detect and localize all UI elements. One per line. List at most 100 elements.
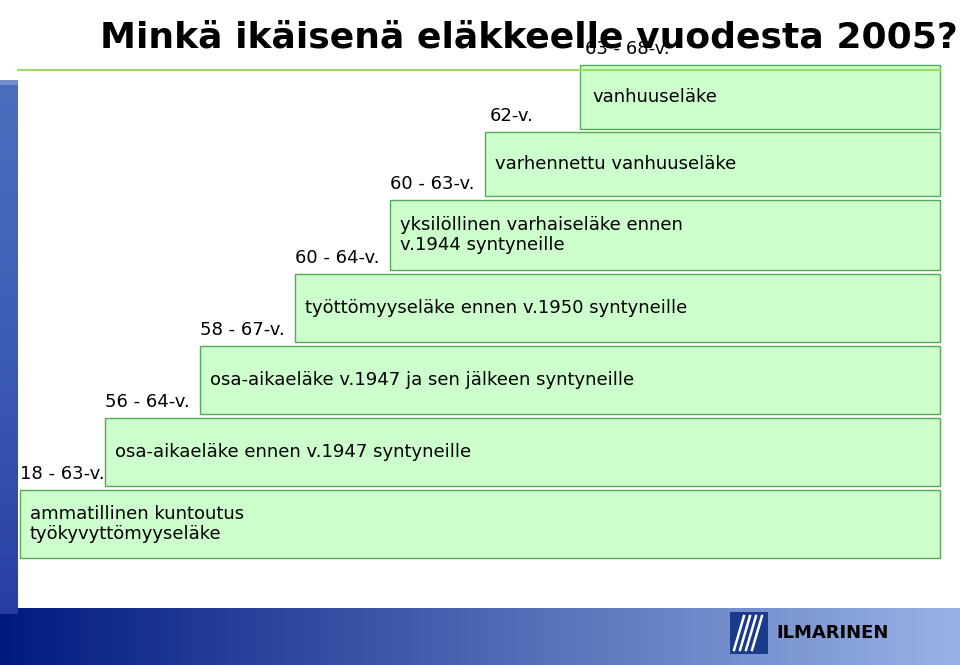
Bar [0,502,18,509]
Bar [77,608,83,665]
Bar [240,608,246,665]
Bar [0,259,18,265]
Bar [307,608,313,665]
Bar [773,608,779,665]
Text: 63 - 68-v.: 63 - 68-v. [585,40,670,58]
Bar [845,608,851,665]
Bar [0,186,18,192]
Bar [0,207,18,213]
Bar [0,302,18,308]
Bar [43,608,49,665]
Bar [0,138,18,144]
Bar [883,608,889,665]
Text: ILMARINEN: ILMARINEN [776,624,888,642]
Bar [0,291,18,297]
Bar [614,608,620,665]
Bar [0,338,18,344]
Bar [0,418,18,423]
Bar [173,608,179,665]
Bar [715,608,721,665]
Text: yksilöllinen varhaiseläke ennen
v.1944 syntyneille: yksilöllinen varhaiseläke ennen v.1944 s… [400,215,683,255]
Bar [734,608,740,665]
Bar [907,608,913,665]
Bar [0,90,18,96]
Bar [0,133,18,138]
Bar [379,608,385,665]
Bar [0,286,18,292]
Bar [0,450,18,456]
Bar [295,274,940,342]
Bar [0,144,18,150]
Bar [480,608,486,665]
Bar [470,608,476,665]
Bar [437,608,443,665]
Bar [0,128,18,133]
Bar [0,365,18,370]
Bar [778,608,783,665]
Bar [29,608,35,665]
Bar [0,497,18,502]
Bar [0,249,18,255]
Bar [0,323,18,328]
Bar [955,608,960,665]
Bar [586,608,591,665]
Bar [322,608,327,665]
Bar [326,608,332,665]
Bar [730,612,768,654]
Bar [115,608,121,665]
Bar [0,497,18,503]
Bar [0,307,18,313]
Bar [394,608,399,665]
Bar [931,608,937,665]
Bar [490,608,495,665]
Bar [0,381,18,386]
Bar [0,207,18,212]
Bar [0,328,18,334]
Bar [696,608,702,665]
Bar [0,344,18,350]
Bar [0,577,18,582]
Bar [0,608,18,614]
Text: osa-aikaeläke ennen v.1947 syntyneille: osa-aikaeläke ennen v.1947 syntyneille [115,443,471,461]
Bar [0,545,18,551]
Bar [547,608,553,665]
Bar [432,608,438,665]
Bar [48,608,54,665]
Bar [528,608,534,665]
Bar [298,608,303,665]
Bar [0,602,18,608]
Bar [0,297,18,303]
Bar [0,455,18,460]
Bar [802,608,807,665]
Bar [509,608,515,665]
Text: työttömyyseläke ennen v.1950 syntyneille: työttömyyseläke ennen v.1950 syntyneille [305,299,687,317]
Bar [0,180,18,186]
Bar [0,254,18,259]
Bar [0,223,18,228]
Bar [0,159,18,164]
Bar [235,608,241,665]
Bar [744,608,750,665]
Bar [0,117,18,123]
Bar [782,608,788,665]
Bar [0,186,18,191]
Bar [816,608,822,665]
Bar [360,608,366,665]
Bar [0,291,18,297]
Bar [0,154,18,159]
Bar [259,608,265,665]
Bar [105,418,940,486]
Bar [0,392,18,398]
Bar [0,302,18,307]
Bar [0,408,18,414]
Bar [754,608,759,665]
Bar [485,132,940,196]
Bar [0,507,18,513]
Bar [0,392,18,397]
Bar [0,423,18,428]
Bar [230,608,236,665]
Bar [0,349,18,355]
Bar [0,223,18,229]
Bar [0,577,18,583]
Bar [149,608,155,665]
